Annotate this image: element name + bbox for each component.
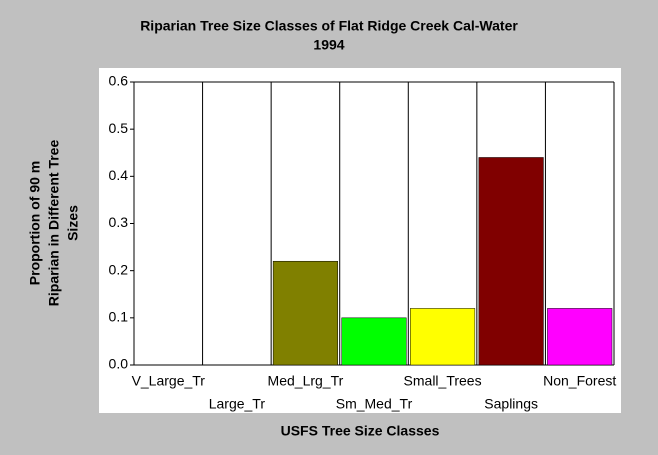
y-axis-label-line: Sizes bbox=[65, 205, 81, 241]
chart-title: Riparian Tree Size Classes of Flat Ridge… bbox=[140, 18, 518, 34]
y-tick-label: 0.3 bbox=[109, 214, 129, 230]
bar bbox=[478, 157, 544, 366]
bar bbox=[341, 317, 407, 366]
chart-title: 1994 bbox=[313, 37, 344, 53]
y-tick-label: 0.6 bbox=[109, 73, 129, 89]
bar bbox=[547, 308, 613, 366]
x-tick-label: Sm_Med_Tr bbox=[336, 396, 413, 412]
y-axis-label-line: Proportion of 90 m bbox=[27, 161, 43, 285]
bar bbox=[272, 260, 338, 366]
y-axis-label-line: Riparian in Different Tree bbox=[46, 140, 62, 307]
y-tick-label: 0.2 bbox=[109, 261, 129, 277]
y-tick-label: 0.5 bbox=[109, 120, 129, 136]
x-tick-label: Med_Lrg_Tr bbox=[268, 373, 344, 389]
x-tick-label: Large_Tr bbox=[209, 396, 266, 412]
y-tick-label: 0.0 bbox=[109, 356, 129, 372]
x-tick-label: Non_Forest bbox=[543, 373, 616, 389]
y-axis-label: Proportion of 90 m Riparian in Different… bbox=[27, 140, 81, 307]
bar bbox=[410, 308, 476, 366]
x-axis-label: USFS Tree Size Classes bbox=[281, 423, 440, 439]
x-tick-label: Small_Trees bbox=[404, 373, 482, 389]
y-tick-label: 0.1 bbox=[109, 309, 129, 325]
y-tick-label: 0.4 bbox=[109, 167, 129, 183]
x-tick-label: V_Large_Tr bbox=[132, 373, 206, 389]
x-tick-label: Saplings bbox=[484, 396, 538, 412]
